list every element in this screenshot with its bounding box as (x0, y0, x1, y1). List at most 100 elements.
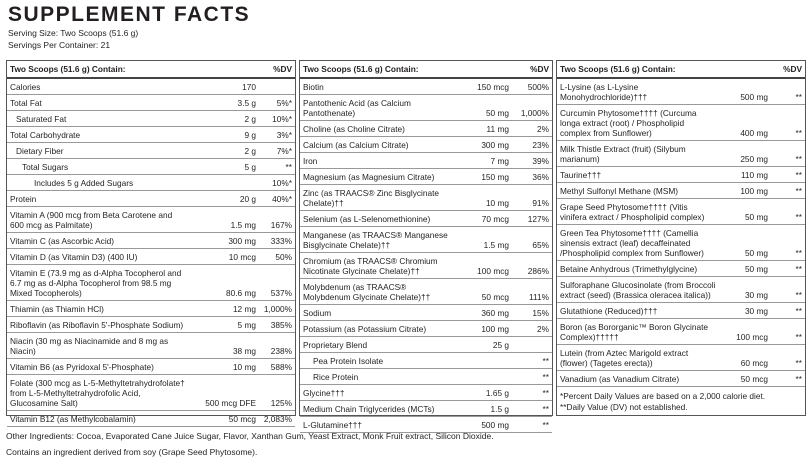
nutrient-row: Chromium (as TRAACS® Chromium Nicotinate… (300, 252, 552, 279)
nutrient-row: Biotin 150 mcg 500% (300, 78, 552, 95)
amount: 60 mcg (719, 344, 771, 371)
nutrient-name: Medium Chain Triglycerides (MCTs) (300, 400, 456, 417)
amount: 500 mg (456, 416, 512, 433)
nutrient-row: Selenium (as L-Selenomethionine) 70 mcg 12… (300, 210, 552, 227)
daily-value: ** (771, 302, 805, 319)
nutrient-name: Vitamin A (900 mcg from Beta Carotene an… (7, 206, 191, 233)
amount: 38 mg (191, 332, 259, 359)
amount: 500 mg (719, 78, 771, 105)
nutrient-name: Vitamin B12 (as Methylcobalamin) (7, 410, 191, 427)
nutrient-name: L-Glutamine††† (300, 416, 456, 433)
daily-value (512, 336, 552, 353)
facts-table: Two Scoops (51.6 g) Contain: %DV Calories 1… (7, 61, 295, 427)
nutrient-name: Thiamin (as Thiamin HCl) (7, 300, 191, 317)
amount: 50 mg (719, 260, 771, 277)
nutrient-row: L-Glutamine††† 500 mg ** (300, 416, 552, 433)
nutrient-row: Thiamin (as Thiamin HCl) 12 mg 1,000% (7, 300, 295, 317)
title: SUPPLEMENT FACTS (8, 3, 251, 26)
nutrient-name: Betaine Anhydrous (Trimethylglycine) (557, 260, 719, 277)
daily-value: 15% (512, 304, 552, 321)
nutrient-row: Rice Protein ** (300, 368, 552, 385)
nutrient-row: Total Sugars 5 g ** (7, 158, 295, 175)
amount: 30 mg (719, 276, 771, 303)
amount: 7 mg (456, 152, 512, 169)
nutrient-row: Manganese (as TRAACS® Manganese Bisglyci… (300, 226, 552, 253)
dv-heading: %DV (512, 61, 552, 79)
nutrient-row: Saturated Fat 2 g 10%* (7, 110, 295, 127)
nutrient-name: Saturated Fat (7, 110, 191, 127)
nutrient-row: Sodium 360 mg 15% (300, 304, 552, 321)
nutrient-row: Proprietary Blend 25 g (300, 336, 552, 353)
amount: 300 mg (456, 136, 512, 153)
daily-value: ** (512, 416, 552, 433)
daily-value: ** (771, 370, 805, 387)
nutrient-name: Pea Protein Isolate (300, 352, 456, 369)
amount: 70 mcg (456, 210, 512, 227)
nutrient-row: Taurine††† 110 mg ** (557, 166, 805, 183)
daily-value: ** (771, 318, 805, 345)
daily-value: ** (771, 78, 805, 105)
nutrient-name: Green Tea Phytosome†††† (Camellia sinens… (557, 224, 719, 261)
amount: 150 mcg (456, 78, 512, 95)
nutrient-name: Total Fat (7, 94, 191, 111)
amount (456, 368, 512, 385)
nutrient-row: Boron (as Bororganic™ Boron Glycinate Co… (557, 318, 805, 345)
amount: 2 g (191, 110, 259, 127)
daily-value: ** (771, 198, 805, 225)
footnotes: *Percent Daily Values are based on a 2,0… (557, 387, 805, 435)
nutrient-row: Calcium (as Calcium Citrate) 300 mg 23% (300, 136, 552, 153)
nutrient-row: Vitamin D (as Vitamin D3) (400 IU) 10 mcg… (7, 248, 295, 265)
nutrient-row: Green Tea Phytosome†††† (Camellia sinens… (557, 224, 805, 261)
nutrient-row: Calories 170 (7, 78, 295, 95)
amount: 10 mg (456, 184, 512, 211)
facts-column: Two Scoops (51.6 g) Contain: %DV Biotin 150… (299, 60, 553, 433)
daily-value: 127% (512, 210, 552, 227)
daily-value: ** (771, 224, 805, 261)
daily-value: 50% (259, 248, 295, 265)
daily-value: ** (771, 140, 805, 167)
daily-value: 588% (259, 358, 295, 375)
daily-value: ** (512, 400, 552, 417)
nutrient-row: Potassium (as Potassium Citrate) 100 mg 2% (300, 320, 552, 337)
nutrient-row: Iron 7 mg 39% (300, 152, 552, 169)
nutrient-row: Vitamin C (as Ascorbic Acid) 300 mg 333% (7, 232, 295, 249)
nutrient-name: Curcumin Phytosome†††† (Curcuma longa ex… (557, 104, 719, 141)
nutrient-row: Glutathione (Reduced)††† 30 mg ** (557, 302, 805, 319)
amount: 30 mg (719, 302, 771, 319)
footnote: *Percent Daily Values are based on a 2,0… (560, 391, 766, 401)
nutrient-name: Choline (as Choline Citrate) (300, 120, 456, 137)
nutrient-name: Magnesium (as Magnesium Citrate) (300, 168, 456, 185)
nutrient-name: Calories (7, 78, 191, 95)
nutrient-name: Niacin (30 mg as Niacinamide and 8 mg as… (7, 332, 191, 359)
nutrient-name: Includes 5 g Added Sugars (7, 174, 191, 191)
nutrient-row: Zinc (as TRAACS® Zinc Bisglycinate Chela… (300, 184, 552, 211)
nutrient-row: Niacin (30 mg as Niacinamide and 8 mg as… (7, 332, 295, 359)
header-row: Two Scoops (51.6 g) Contain: %DV (7, 61, 295, 79)
amount: 300 mg (191, 232, 259, 249)
amount: 12 mg (191, 300, 259, 317)
daily-value: 39% (512, 152, 552, 169)
daily-value: 23% (512, 136, 552, 153)
daily-value: 2,083% (259, 410, 295, 427)
nutrient-row: Sulforaphane Glucosinolate (from Broccol… (557, 276, 805, 303)
dv-heading: %DV (771, 61, 805, 79)
daily-value: 2% (512, 320, 552, 337)
daily-value: ** (771, 344, 805, 371)
nutrient-name: Biotin (300, 78, 456, 95)
facts-column: Two Scoops (51.6 g) Contain: %DV L-Lysine … (556, 60, 806, 416)
amount (456, 352, 512, 369)
nutrient-row: Milk Thistle Extract (fruit) (Silybum ma… (557, 140, 805, 167)
facts-column: Two Scoops (51.6 g) Contain: %DV Calories 1… (6, 60, 296, 427)
amount: 50 mg (456, 94, 512, 121)
amount: 50 mg (719, 224, 771, 261)
nutrient-name: Vitamin B6 (as Pyridoxal 5'-Phosphate) (7, 358, 191, 375)
nutrient-name: Folate (300 mcg as L-5-Methyltetrahydrof… (7, 374, 191, 411)
nutrient-row: Curcumin Phytosome†††† (Curcuma longa ex… (557, 104, 805, 141)
nutrient-row: Betaine Anhydrous (Trimethylglycine) 50 m… (557, 260, 805, 277)
daily-value: 333% (259, 232, 295, 249)
amount: 1.65 g (456, 384, 512, 401)
nutrient-name: Vitamin D (as Vitamin D3) (400 IU) (7, 248, 191, 265)
amount: 150 mg (456, 168, 512, 185)
amount: 50 mg (719, 198, 771, 225)
daily-value: 2% (512, 120, 552, 137)
